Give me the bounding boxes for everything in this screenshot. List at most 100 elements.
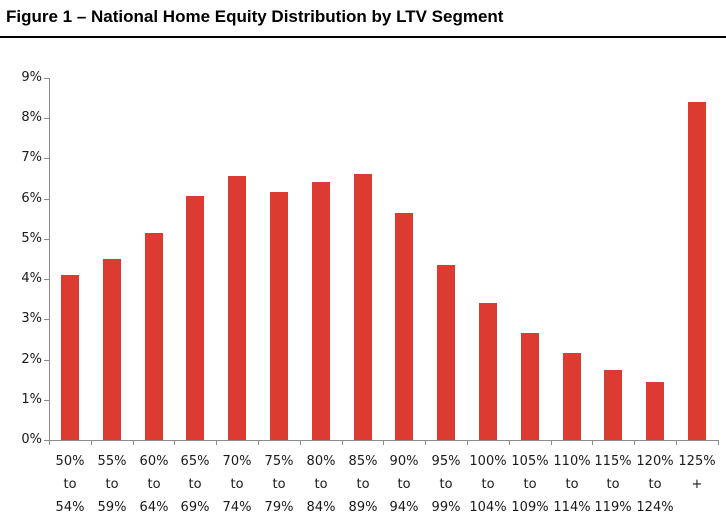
x-axis-tick (258, 441, 259, 445)
x-axis-label-line: 120% (636, 454, 674, 469)
y-axis-tick (44, 359, 49, 361)
y-axis-tick (44, 440, 49, 441)
x-axis-label-line: 110% (553, 454, 591, 469)
x-axis-category-label: 85% to 89% (342, 450, 384, 519)
y-axis-tick-label: 6% (21, 190, 42, 206)
x-axis-label-line: 84% (306, 500, 336, 515)
bar-65-to-69 (186, 196, 204, 440)
y-axis-tick-label: 2% (21, 351, 42, 367)
x-axis-label-line: 124% (636, 500, 674, 515)
x-axis-label-line: 54% (55, 500, 85, 515)
x-axis-category-label: 50% to 54% (49, 450, 91, 519)
x-axis-label-line: 115% (594, 454, 632, 469)
x-axis-label-line: to (147, 477, 161, 492)
x-axis-category-label: 100% to 104% (467, 450, 509, 519)
x-axis-label-line: 59% (97, 500, 127, 515)
bar-chart-plot-area: 0% 1% 2% 3% 4% 5% 6% 7% 8% 9% 50% to 54% 55% to 59% 60% t… (0, 38, 726, 525)
x-axis-tick (676, 441, 677, 445)
x-axis-category-label: 95% to 99% (425, 450, 467, 519)
x-axis-label-line: 94% (389, 500, 419, 515)
x-axis-label-line: to (314, 477, 328, 492)
x-axis-label-line: 89% (348, 500, 378, 515)
x-axis-label-line: to (188, 477, 202, 492)
x-axis-tick (551, 441, 552, 445)
x-axis-label-line: to (523, 477, 537, 492)
bar-55-to-59 (103, 258, 121, 440)
x-axis-category-label: 80% to 84% (300, 450, 342, 519)
x-axis-label-line: 85% (348, 454, 378, 469)
y-axis-tick-label: 8% (21, 110, 42, 125)
bar-120-to-124 (646, 381, 664, 440)
bar-115-to-119 (604, 369, 622, 440)
x-axis-label-line: to (63, 477, 77, 492)
y-axis-tick (44, 399, 49, 401)
x-axis-label-line: to (565, 477, 579, 492)
x-axis-category-label: 65% to 69% (174, 450, 216, 519)
x-axis-label-line: to (105, 477, 119, 492)
title-divider: Figure 1 – National Home Equity Distribu… (0, 0, 726, 38)
x-axis-label-line: 105% (511, 454, 549, 469)
y-axis-tick-label: 7% (21, 150, 42, 166)
x-axis-category-label: 110% to 114% (551, 450, 593, 519)
bar-85-to-89 (354, 174, 372, 440)
x-axis-label-line: to (481, 477, 495, 492)
y-axis-tick-label: 5% (21, 230, 42, 246)
bar-90-to-94 (395, 212, 413, 440)
chart-title: Figure 1 – National Home Equity Distribu… (6, 7, 504, 26)
x-axis-tick (133, 441, 134, 445)
x-axis-label-line: 65% (180, 454, 210, 469)
x-axis-label-line: 125% (678, 454, 716, 469)
y-axis-tick (44, 279, 49, 280)
x-axis-category-label: 105% to 109% (509, 450, 551, 519)
bar-95-to-99 (437, 264, 455, 440)
bar-75-to-79 (270, 192, 288, 440)
x-axis-label-line: to (356, 477, 370, 492)
x-axis-category-label: 120% to 124% (634, 450, 676, 519)
y-axis-tick-label: 0% (21, 432, 42, 447)
x-axis-label-line: 79% (264, 500, 294, 515)
y-axis-tick-label: 4% (21, 271, 42, 286)
x-axis-tick (467, 441, 468, 445)
x-axis-tick (509, 441, 510, 445)
x-axis-label-line: to (606, 477, 620, 492)
x-axis-label-line: to (397, 477, 411, 492)
x-axis-label-line: 90% (389, 454, 419, 469)
x-axis-category-label: 75% to 79% (258, 450, 300, 519)
x-axis-label-line: 55% (97, 454, 127, 469)
x-axis-tick (49, 441, 50, 445)
bar-50-to-54 (61, 274, 79, 440)
y-axis-tick (44, 198, 49, 200)
y-axis-tick (44, 238, 49, 240)
x-axis-tick (425, 441, 426, 445)
x-axis-label-line: 109% (511, 500, 549, 515)
x-axis-tick (592, 441, 593, 445)
bar-80-to-84 (312, 182, 330, 440)
x-axis-label-line: to (230, 477, 244, 492)
x-axis-label-line: 95% (431, 454, 461, 469)
x-axis-category-label: 125% + (676, 450, 718, 496)
x-axis-label-line: 74% (222, 500, 252, 515)
x-axis-category-label: 70% to 74% (216, 450, 258, 519)
x-axis-tick (342, 441, 343, 445)
y-axis-tick-label: 3% (21, 311, 42, 327)
x-axis-label-line: 114% (553, 500, 591, 515)
x-axis-label-line: 75% (264, 454, 294, 469)
y-axis-tick-label: 9% (21, 69, 42, 85)
x-axis-category-label: 60% to 64% (133, 450, 175, 519)
x-axis-tick (300, 441, 301, 445)
x-axis-label-line: 50% (55, 454, 85, 469)
x-axis-tick (216, 441, 217, 445)
x-axis-tick (383, 441, 384, 445)
bar-110-to-114 (563, 353, 581, 440)
y-axis-tick (44, 77, 49, 79)
x-axis-label-line: 104% (469, 500, 507, 515)
x-axis-label-line: 100% (469, 454, 507, 469)
bar-70-to-74 (228, 176, 246, 440)
x-axis-category-label: 55% to 59% (91, 450, 133, 519)
x-axis-label-line: 60% (139, 454, 169, 469)
x-axis-label-line: 69% (180, 500, 210, 515)
bar-60-to-64 (145, 232, 163, 440)
x-axis-label-line: to (439, 477, 453, 492)
x-axis-tick (634, 441, 635, 445)
